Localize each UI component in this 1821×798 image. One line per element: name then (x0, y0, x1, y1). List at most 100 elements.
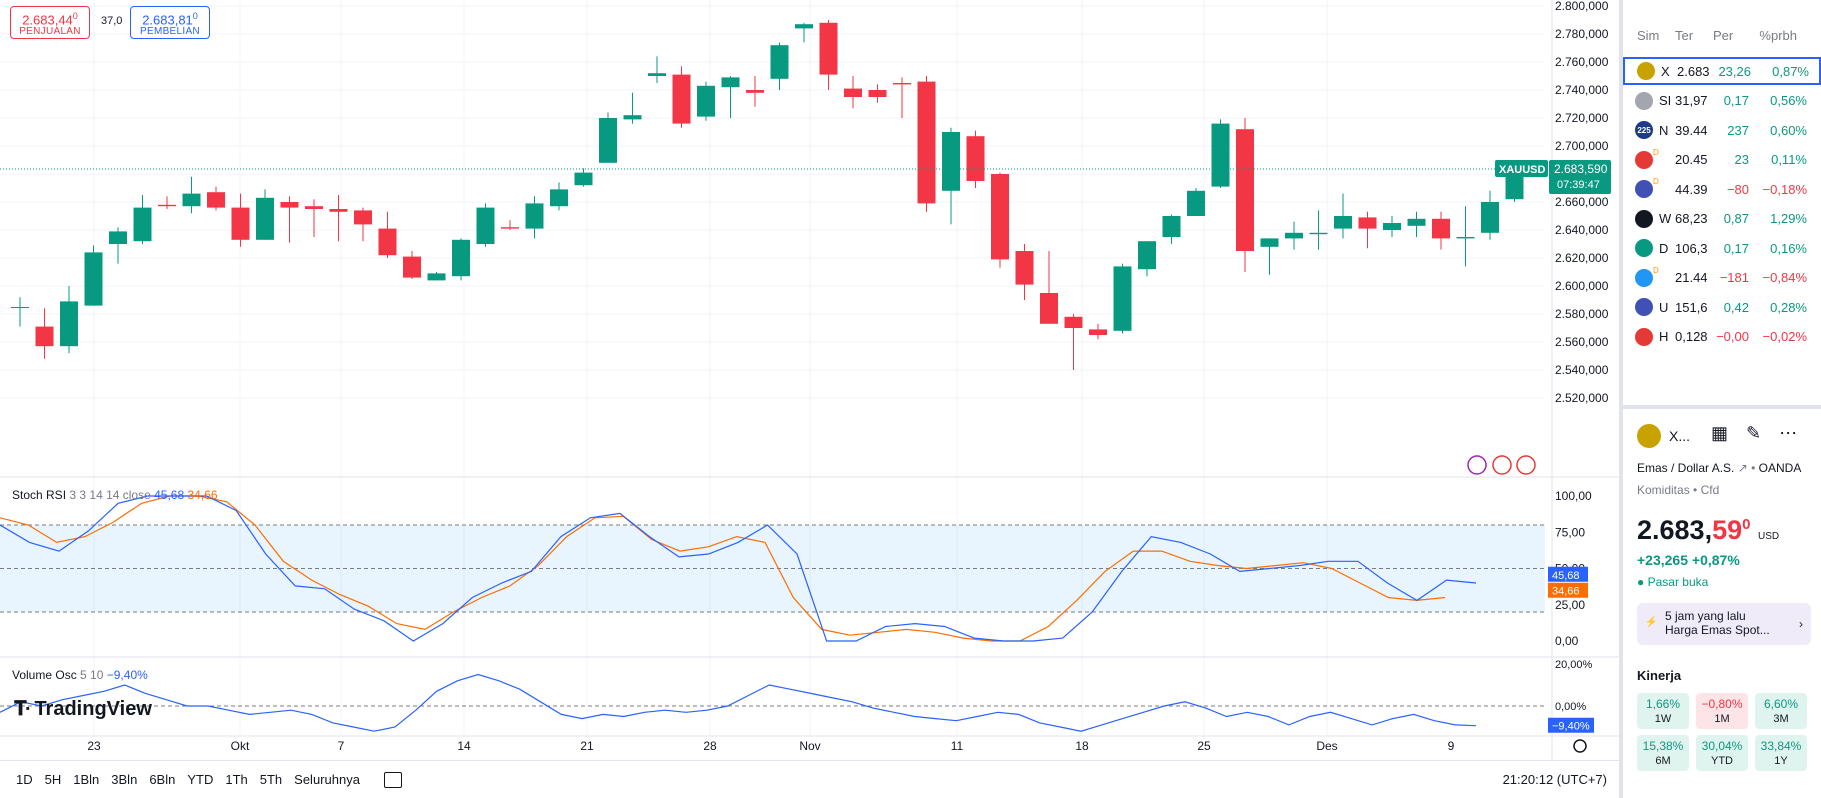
row-symbol: SI (1659, 93, 1671, 108)
candle-body (476, 207, 495, 244)
price-tick-label: 2.700,000 (1555, 139, 1609, 153)
performance-value: 15,38% (1642, 739, 1684, 753)
row-last: 39.44 (1675, 122, 1708, 138)
range-3m[interactable]: 3Bln (111, 772, 138, 787)
buy-price: 2.683,81 (142, 12, 193, 28)
watchlist-row[interactable]: D 44.39 −80 −0,18% (1623, 175, 1821, 203)
symbol-logo-icon (1635, 91, 1653, 110)
time-tick-label: 25 (1197, 739, 1211, 753)
detail-name: Emas / Dollar A.S. (1637, 461, 1735, 475)
logo-text: TradingView (34, 698, 152, 720)
more-options-icon[interactable]: ⋯ (1779, 423, 1798, 443)
performance-cell-1m[interactable]: −0,80% 1M (1696, 693, 1748, 729)
row-last: 68,23 (1675, 211, 1708, 226)
performance-cell-1w[interactable]: 1,66% 1W (1637, 693, 1689, 729)
symbol-logo-icon (1637, 62, 1655, 80)
watchlist-row[interactable]: 225 N 39.44 237 0,60% (1623, 116, 1821, 144)
candle-body (207, 192, 225, 208)
watchlist-row[interactable]: U 151,6 0,42 0,28% (1623, 293, 1821, 321)
volume-badge: −9,40% (1552, 721, 1590, 733)
time-tick-label: 28 (703, 739, 717, 753)
row-last: 44.39 (1675, 181, 1708, 197)
performance-cell-3m[interactable]: 6,60% 3M (1755, 693, 1807, 729)
stoch-rsi-legend[interactable]: Stoch RSI 3 3 14 14 close 45,68 34,66 (12, 488, 218, 502)
watchlist-row[interactable]: D 21.44 −181 −0,84% (1623, 264, 1821, 292)
row-change-pct: 0,16% (1770, 240, 1807, 256)
row-change-pct: 0,11% (1771, 152, 1807, 167)
range-all[interactable]: Seluruhnya (294, 772, 360, 787)
range-ytd[interactable]: YTD (187, 772, 214, 787)
stoch-k-badge-bg (1548, 566, 1588, 582)
buy-button[interactable]: 2.683,810 PEMBELIAN (130, 6, 210, 39)
last-price-badge-bg (1549, 159, 1611, 194)
performance-title: Kinerja (1637, 668, 1682, 683)
price-chart[interactable]: 2.800,000 2.780,000 2.760,000 2.740,000 2.72… (0, 0, 1619, 760)
candle-body (1187, 190, 1205, 216)
col-last[interactable]: Ter (1675, 28, 1694, 43)
volume-osc-legend[interactable]: Volume Osc 5 10 −9,40% (12, 668, 148, 682)
grid-layout-icon[interactable]: ▦ (1711, 423, 1729, 443)
row-last: 151,6 (1675, 299, 1708, 315)
col-change[interactable]: Per (1713, 28, 1734, 43)
candle-body (305, 206, 323, 209)
performance-period: 3M (1773, 713, 1789, 725)
range-1d[interactable]: 1D (16, 772, 33, 787)
candle-body (893, 83, 911, 85)
time-tick-label: Des (1316, 739, 1337, 753)
range-5d[interactable]: 5H (44, 772, 62, 787)
calendar-goto-icon[interactable] (383, 771, 402, 788)
range-6m[interactable]: 6Bln (149, 772, 176, 787)
stoch-tick-label: 0,00 (1555, 634, 1579, 648)
watchlist-row[interactable]: SI 31,97 0,17 0,56% (1623, 87, 1821, 115)
bottom-toolbar: 1D 5H 1Bln 3Bln 6Bln YTD 1Th 5Th Seluruh… (0, 760, 1619, 798)
candle-body (991, 174, 1009, 260)
external-link-icon[interactable]: ↗ (1737, 461, 1748, 475)
tradingview-mark-icon: 𝐓∙ (14, 698, 31, 720)
range-1y[interactable]: 1Th (225, 772, 248, 787)
performance-cell-ytd[interactable]: 30,04% YTD (1696, 735, 1748, 771)
sell-price: 2.683,44 (22, 12, 73, 28)
row-change: −80 (1726, 181, 1749, 197)
sell-button[interactable]: 2.683,440 PENJUALAN (10, 6, 90, 39)
candle-body (11, 307, 29, 308)
time-tick-label: 9 (1448, 739, 1455, 753)
detail-price-red: 59 (1712, 515, 1743, 545)
candle-body (525, 203, 544, 229)
row-last: 21.44 (1675, 270, 1708, 285)
delayed-badge: D (1653, 265, 1659, 275)
price-tick-label: 2.780,000 (1555, 27, 1609, 41)
watchlist-row[interactable]: W 68,23 0,87 1,29% (1623, 205, 1821, 233)
detail-symbol[interactable]: X... (1637, 424, 1690, 448)
time-tick-label: 18 (1075, 739, 1089, 753)
col-symbol[interactable]: Sim (1637, 28, 1660, 43)
range-1m[interactable]: 1Bln (73, 772, 100, 787)
watchlist-row[interactable]: X 2.683 23,26 0,87% (1623, 57, 1821, 85)
delayed-badge: D (1653, 147, 1659, 157)
market-status: ● Pasar buka (1637, 575, 1708, 589)
time-tick-label: 7 (338, 739, 345, 753)
watchlist-row[interactable]: D 20.45 23 0,11% (1623, 146, 1821, 174)
price-tick-label: 2.640,000 (1555, 223, 1609, 237)
price-tick-label: 2.520,000 (1555, 391, 1609, 405)
range-5y[interactable]: 5Th (259, 772, 283, 787)
performance-cell-6m[interactable]: 15,38% 6M (1637, 735, 1689, 771)
symbol-badge-bg (1495, 159, 1548, 177)
symbol-badge: XAUUSD (1499, 164, 1546, 176)
candle-body (1211, 123, 1230, 187)
symbol-logo-icon (1635, 150, 1653, 169)
performance-cell-1y[interactable]: 33,84% 1Y (1755, 735, 1807, 771)
row-change-pct: 0,28% (1770, 299, 1807, 315)
performance-period: 1M (1714, 713, 1730, 725)
edit-note-icon[interactable]: ✎ (1746, 423, 1762, 443)
watchlist-row[interactable]: H 0,128 −0,00 −0,02% (1623, 323, 1821, 351)
us-flag-event-icon (1516, 455, 1536, 475)
clock-readout[interactable]: 21:20:12 (UTC+7) (1502, 772, 1607, 787)
news-time: 5 jam yang lalu (1665, 609, 1746, 623)
watchlist-row[interactable]: D 106,3 0,17 0,16% (1623, 234, 1821, 262)
performance-value: 33,84% (1760, 739, 1802, 753)
row-change: 23 (1734, 152, 1749, 167)
candle-body (452, 239, 470, 277)
col-change-pct[interactable]: %prbh (1759, 28, 1797, 43)
detail-price-sup: 0 (1742, 516, 1751, 533)
news-card[interactable]: ⚡ 5 jam yang lalu Harga Emas Spot... › (1637, 603, 1811, 645)
